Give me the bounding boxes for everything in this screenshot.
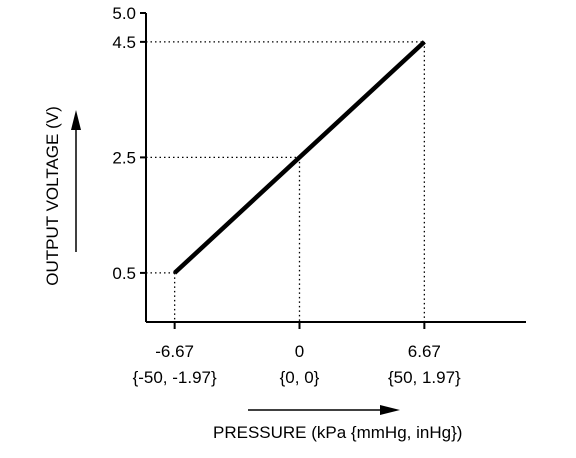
data-series	[173, 40, 426, 275]
x-axis-title: PRESSURE (kPa {mmHg, inHg})	[213, 423, 462, 442]
y-tick-label: 4.5	[112, 33, 136, 52]
x-tick-label: 6.67	[408, 342, 441, 361]
x-axis-arrow-head	[380, 405, 400, 415]
x-tick-sublabel: {-50, -1.97}	[133, 368, 217, 387]
y-tick-label: 2.5	[112, 148, 136, 167]
y-axis-arrow-head	[71, 110, 81, 130]
axes	[140, 12, 526, 329]
x-tick-label: 0	[295, 342, 304, 361]
x-tick-sublabel: {0, 0}	[280, 368, 320, 387]
y-tick-label: 0.5	[112, 264, 136, 283]
y-tick-label: 5.0	[112, 4, 136, 23]
x-tick-label: -6.67	[155, 342, 194, 361]
y-axis-title: OUTPUT VOLTAGE (V)	[43, 106, 62, 285]
x-tick-sublabel: {50, 1.97}	[388, 368, 461, 387]
labels: 0.5 2.5 4.5 5.0 -6.67 {-50, -1.97} 0 {0, 0} 6.67…	[43, 4, 462, 442]
reference-guides	[146, 41, 426, 322]
series-line	[173, 40, 426, 275]
